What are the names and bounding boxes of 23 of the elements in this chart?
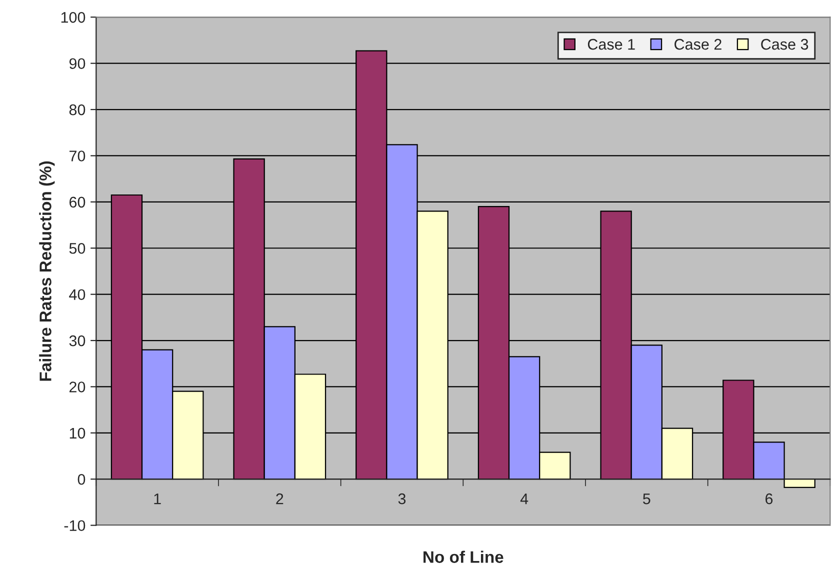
x-tick-label: 1 (154, 494, 161, 504)
y-tick-label: 100 (61, 12, 86, 23)
y-tick-label: 70 (70, 150, 86, 162)
y-tick-label: 90 (69, 58, 86, 70)
x-axis-title: No of Line (424, 550, 504, 563)
x-tick-label: 5 (643, 494, 650, 504)
y-tick-label: 50 (69, 242, 86, 254)
y-tick-label: 30 (69, 335, 86, 346)
y-tick-label: 40 (69, 289, 86, 300)
y-tick-label: 20 (70, 382, 86, 392)
y-tick-label: -10 (64, 520, 86, 532)
legend-label: Case 3 (761, 38, 808, 50)
legend-label: Case 1 (588, 38, 635, 50)
y-tick-label: 10 (70, 428, 86, 439)
x-tick-label: 6 (766, 493, 773, 504)
y-tick-label: 0 (78, 474, 86, 485)
x-tick-label: 4 (520, 494, 528, 504)
x-tick-label: 2 (276, 493, 284, 504)
x-tick-label: 3 (398, 493, 406, 504)
y-tick-label: 60 (70, 196, 86, 208)
legend-label: Case 2 (674, 38, 722, 50)
y-axis-title: Failure Rates Reduction (%) (39, 161, 55, 381)
y-tick-label: 80 (69, 104, 86, 116)
